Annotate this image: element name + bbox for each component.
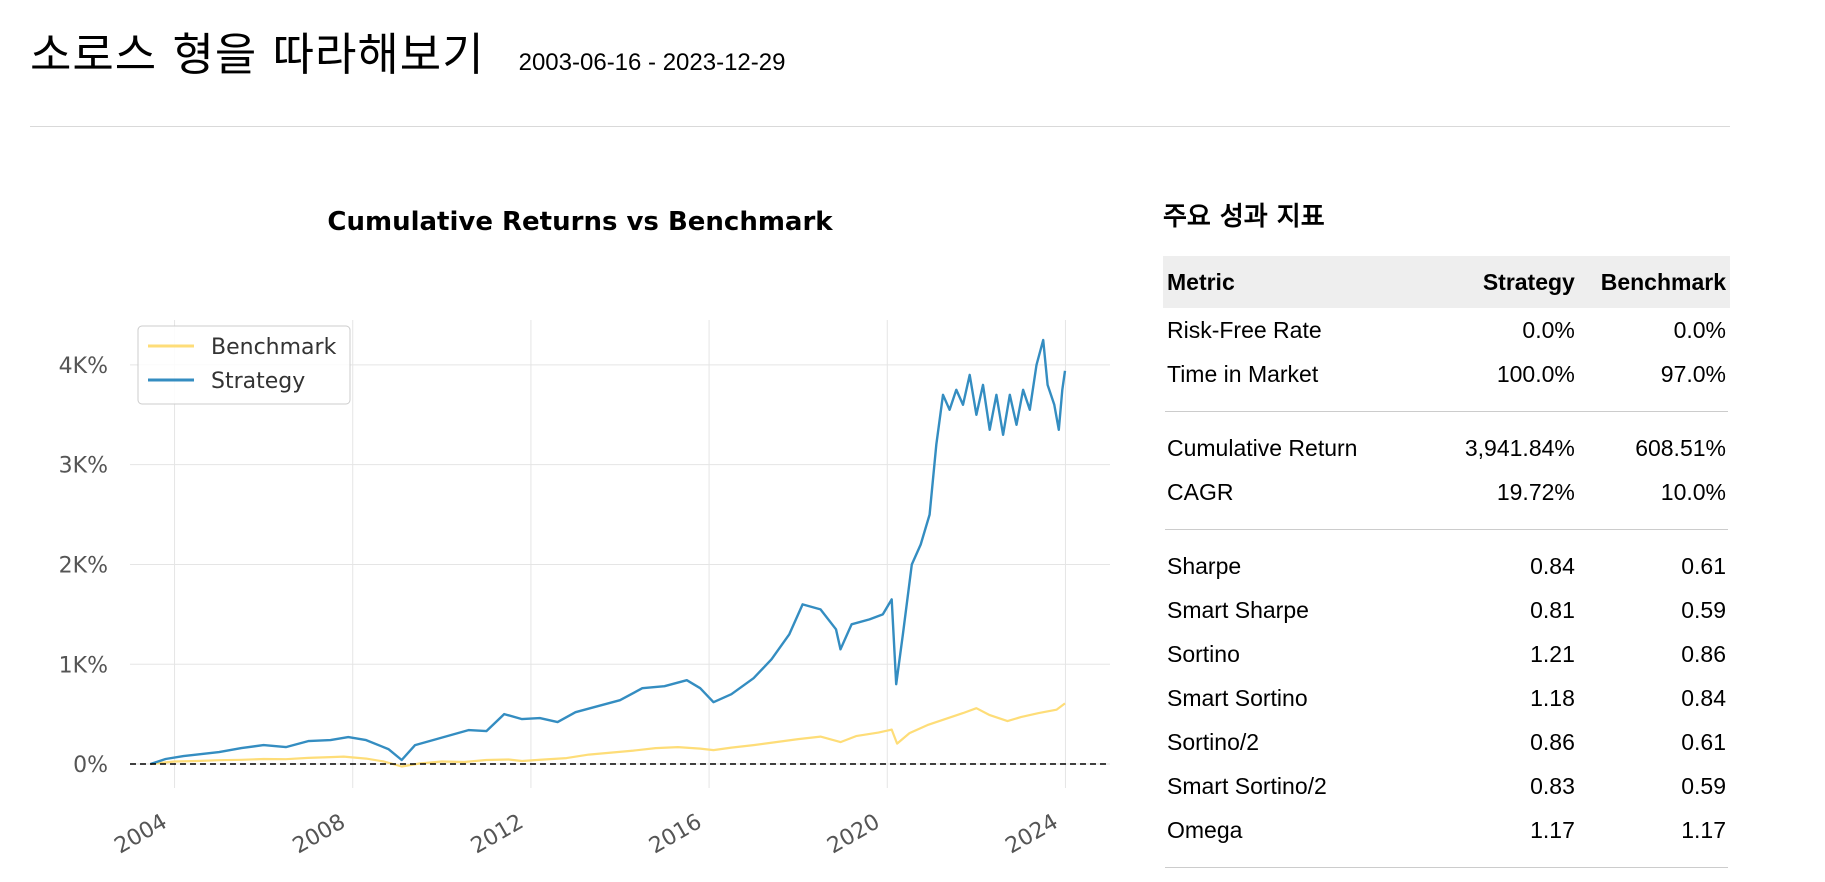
metric-name: Sharpe	[1167, 552, 1242, 579]
metrics-panel: 주요 성과 지표 Metric Strategy Benchmark Risk-…	[1163, 196, 1730, 882]
y-tick-label: 1K%	[59, 653, 108, 678]
x-tick-label: 2008	[289, 810, 350, 860]
strategy-value: 0.0%	[1522, 316, 1575, 343]
strategy-value: 3,941.84%	[1464, 434, 1575, 461]
y-tick-label: 2K%	[59, 553, 108, 578]
benchmark-value: 10.0%	[1660, 478, 1726, 505]
metric-column-header: Metric	[1163, 256, 1427, 308]
benchmark-value: 97.0%	[1660, 360, 1726, 387]
x-tick-label: 2016	[645, 810, 706, 860]
metric-name: Risk-Free Rate	[1167, 316, 1322, 343]
report-header: 소로스 형을 따라해보기 2003-06-16 - 2023-12-29	[30, 18, 786, 81]
metric-name: Smart Sortino	[1167, 684, 1308, 711]
metrics-row: CAGR 19.72% 10.0%	[1163, 470, 1730, 514]
strategy-value: 19.72%	[1496, 478, 1575, 505]
x-tick-label: 2004	[111, 810, 172, 860]
metrics-group-divider	[1163, 852, 1730, 882]
metrics-row: Smart Sortino/2 0.83 0.59	[1163, 764, 1730, 808]
benchmark-series-line	[150, 702, 1066, 768]
strategy-value: 1.18	[1530, 684, 1575, 711]
benchmark-value: 0.61	[1681, 728, 1726, 755]
page-title: 소로스 형을 따라해보기	[30, 28, 485, 81]
metric-name: Omega	[1167, 816, 1243, 843]
x-tick-label: 2012	[467, 810, 528, 860]
strategy-column-header: Strategy	[1426, 256, 1579, 308]
strategy-value: 0.84	[1530, 552, 1575, 579]
metrics-row: Sharpe 0.84 0.61	[1163, 544, 1730, 588]
metric-name: Sortino	[1167, 640, 1240, 667]
metrics-body: Risk-Free Rate 0.0% 0.0% Time in Market 100.…	[1163, 308, 1730, 882]
strategy-value: 1.21	[1530, 640, 1575, 667]
date-range: 2003-06-16 - 2023-12-29	[518, 49, 786, 76]
metrics-group-divider	[1163, 514, 1730, 544]
metric-name: Cumulative Return	[1167, 434, 1358, 461]
metric-name: Time in Market	[1167, 360, 1319, 387]
benchmark-value: 0.84	[1681, 684, 1726, 711]
metrics-table: Metric Strategy Benchmark Risk-Free Rate…	[1163, 256, 1730, 882]
metric-name: Smart Sharpe	[1167, 596, 1309, 623]
x-tick-label: 2024	[1001, 810, 1062, 860]
metrics-group-divider	[1163, 396, 1730, 426]
strategy-value: 100.0%	[1496, 360, 1575, 387]
benchmark-value: 0.61	[1681, 552, 1726, 579]
cumulative-returns-chart: Cumulative Returns vs Benchmark 0% 1K% 2K% 3…	[0, 180, 1120, 878]
chart-title: Cumulative Returns vs Benchmark	[327, 207, 833, 237]
metrics-row: Omega 1.17 1.17	[1163, 808, 1730, 852]
y-tick-label: 3K%	[59, 454, 108, 479]
metrics-row: Sortino 1.21 0.86	[1163, 632, 1730, 676]
metric-name: CAGR	[1167, 478, 1234, 505]
benchmark-value: 1.17	[1681, 816, 1726, 843]
metric-name: Sortino/2	[1167, 728, 1260, 755]
header-divider	[30, 126, 1730, 127]
chart-canvas: Cumulative Returns vs Benchmark 0% 1K% 2K% 3…	[59, 207, 1110, 860]
metrics-title: 주요 성과 지표	[1163, 202, 1325, 232]
strategy-value: 0.83	[1530, 772, 1575, 799]
metrics-row: Cumulative Return 3,941.84% 608.51%	[1163, 426, 1730, 470]
x-tick-label: 2020	[823, 810, 884, 860]
benchmark-column-header: Benchmark	[1578, 256, 1730, 308]
metrics-row: Sortino/2 0.86 0.61	[1163, 720, 1730, 764]
benchmark-value: 608.51%	[1635, 434, 1726, 461]
strategy-value: 0.81	[1530, 596, 1575, 623]
strategy-series-line	[150, 338, 1067, 766]
legend-label: Strategy	[211, 369, 305, 394]
metrics-row: Risk-Free Rate 0.0% 0.0%	[1163, 308, 1730, 352]
metric-name: Smart Sortino/2	[1167, 772, 1327, 799]
strategy-value: 1.17	[1530, 816, 1575, 843]
metrics-header-row: Metric Strategy Benchmark	[1163, 256, 1730, 308]
benchmark-value: 0.59	[1681, 596, 1726, 623]
benchmark-value: 0.59	[1681, 772, 1726, 799]
y-tick-label: 4K%	[59, 354, 108, 379]
metrics-row: Smart Sortino 1.18 0.84	[1163, 676, 1730, 720]
metrics-row: Time in Market 100.0% 97.0%	[1163, 352, 1730, 396]
metrics-row: Smart Sharpe 0.81 0.59	[1163, 588, 1730, 632]
strategy-value: 0.86	[1530, 728, 1575, 755]
benchmark-value: 0.0%	[1673, 316, 1726, 343]
y-tick-label: 0%	[73, 753, 108, 778]
benchmark-value: 0.86	[1681, 640, 1726, 667]
legend-label: Benchmark	[211, 335, 337, 360]
